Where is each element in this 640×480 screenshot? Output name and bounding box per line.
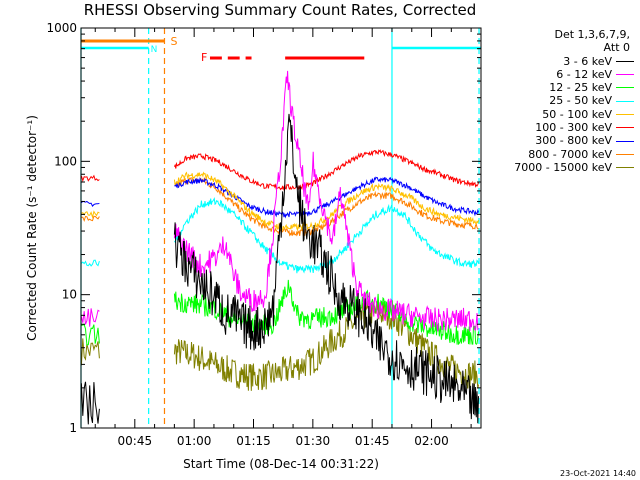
legend-swatch	[616, 113, 634, 115]
legend-label: 12 - 25 keV	[549, 81, 612, 95]
x-tick-label: 01:30	[296, 434, 331, 448]
legend-header-line: Att 0	[603, 41, 630, 55]
flag-label-n: N	[151, 45, 158, 55]
series-pre-800-7000kev	[81, 215, 100, 223]
series-pre-25-50kev	[81, 259, 100, 267]
legend-header-line: Det 1,3,6,7,9,	[554, 28, 630, 41]
legend-label: 300 - 800 keV	[535, 134, 612, 148]
legend-entry: 25 - 50 keV	[484, 94, 634, 107]
legend-label: 6 - 12 keV	[556, 67, 612, 81]
legend-label: 7000 - 15000 keV	[514, 160, 612, 174]
legend-swatch	[616, 140, 634, 142]
legend-entry: 300 - 800 keV	[484, 134, 634, 147]
series-line-3-6kev	[173, 113, 479, 424]
flag-label-f: F	[201, 51, 207, 64]
x-tick-label: 02:00	[414, 434, 449, 448]
legend-label: 25 - 50 keV	[549, 94, 612, 108]
y-tick-label: 1	[69, 421, 77, 435]
series-line-800-7000kev	[174, 176, 479, 237]
legend-entry: 7000 - 15000 keV	[484, 161, 634, 174]
chart-title: RHESSI Observing Summary Count Rates, Co…	[83, 1, 477, 19]
legend-label: 50 - 100 keV	[542, 107, 612, 121]
legend-entry: 3 - 6 keV	[484, 55, 634, 68]
legend-entry: 800 - 7000 keV	[484, 148, 634, 161]
generation-timestamp: 23-Oct-2021 14:40	[560, 469, 636, 478]
y-tick-label: 100	[54, 154, 77, 168]
x-tick-label: 01:45	[355, 434, 390, 448]
legend-swatch	[616, 60, 634, 62]
series-pre-3-6kev	[80, 381, 100, 425]
legend-entry: 100 - 300 keV	[484, 121, 634, 134]
y-tick-label: 10	[62, 288, 77, 302]
legend-entry: 12 - 25 keV	[484, 81, 634, 94]
legend-label: 800 - 7000 keV	[528, 147, 612, 161]
series-pre-300-800kev	[81, 200, 100, 207]
series-line-6-12kev	[173, 70, 479, 332]
series-line-7000-15000kev	[173, 299, 479, 391]
series-line-12-25kev	[173, 279, 479, 346]
flag-label-s: S	[170, 35, 177, 48]
legend-swatch	[616, 74, 634, 76]
legend-swatch	[616, 127, 634, 129]
legend-entry: 6 - 12 keV	[484, 68, 634, 81]
legend-swatch	[616, 167, 634, 169]
x-tick-label: 01:15	[236, 434, 271, 448]
legend-swatch	[616, 100, 634, 102]
plot-frame	[80, 27, 482, 429]
legend-entry: 50 - 100 keV	[484, 108, 634, 121]
series-pre-7000-15000kev	[80, 338, 100, 366]
legend-label: 3 - 6 keV	[563, 54, 612, 68]
x-tick-label: 01:00	[177, 434, 212, 448]
y-axis-label: Corrected Count Rate (s⁻¹ detector⁻¹)	[25, 115, 39, 341]
series-pre-6-12kev	[80, 308, 100, 327]
series-pre-12-25kev	[81, 324, 100, 346]
y-tick-label: 1000	[46, 21, 77, 35]
legend-swatch	[616, 87, 634, 89]
x-tick-label: 00:45	[118, 434, 153, 448]
series-pre-100-300kev	[80, 174, 100, 183]
legend-swatch	[616, 153, 634, 155]
legend-label: 100 - 300 keV	[535, 121, 612, 135]
series-line-300-800kev	[174, 176, 479, 219]
x-axis-label: Start Time (08-Dec-14 00:31:22)	[183, 457, 379, 471]
series-line-100-300kev	[173, 149, 479, 191]
